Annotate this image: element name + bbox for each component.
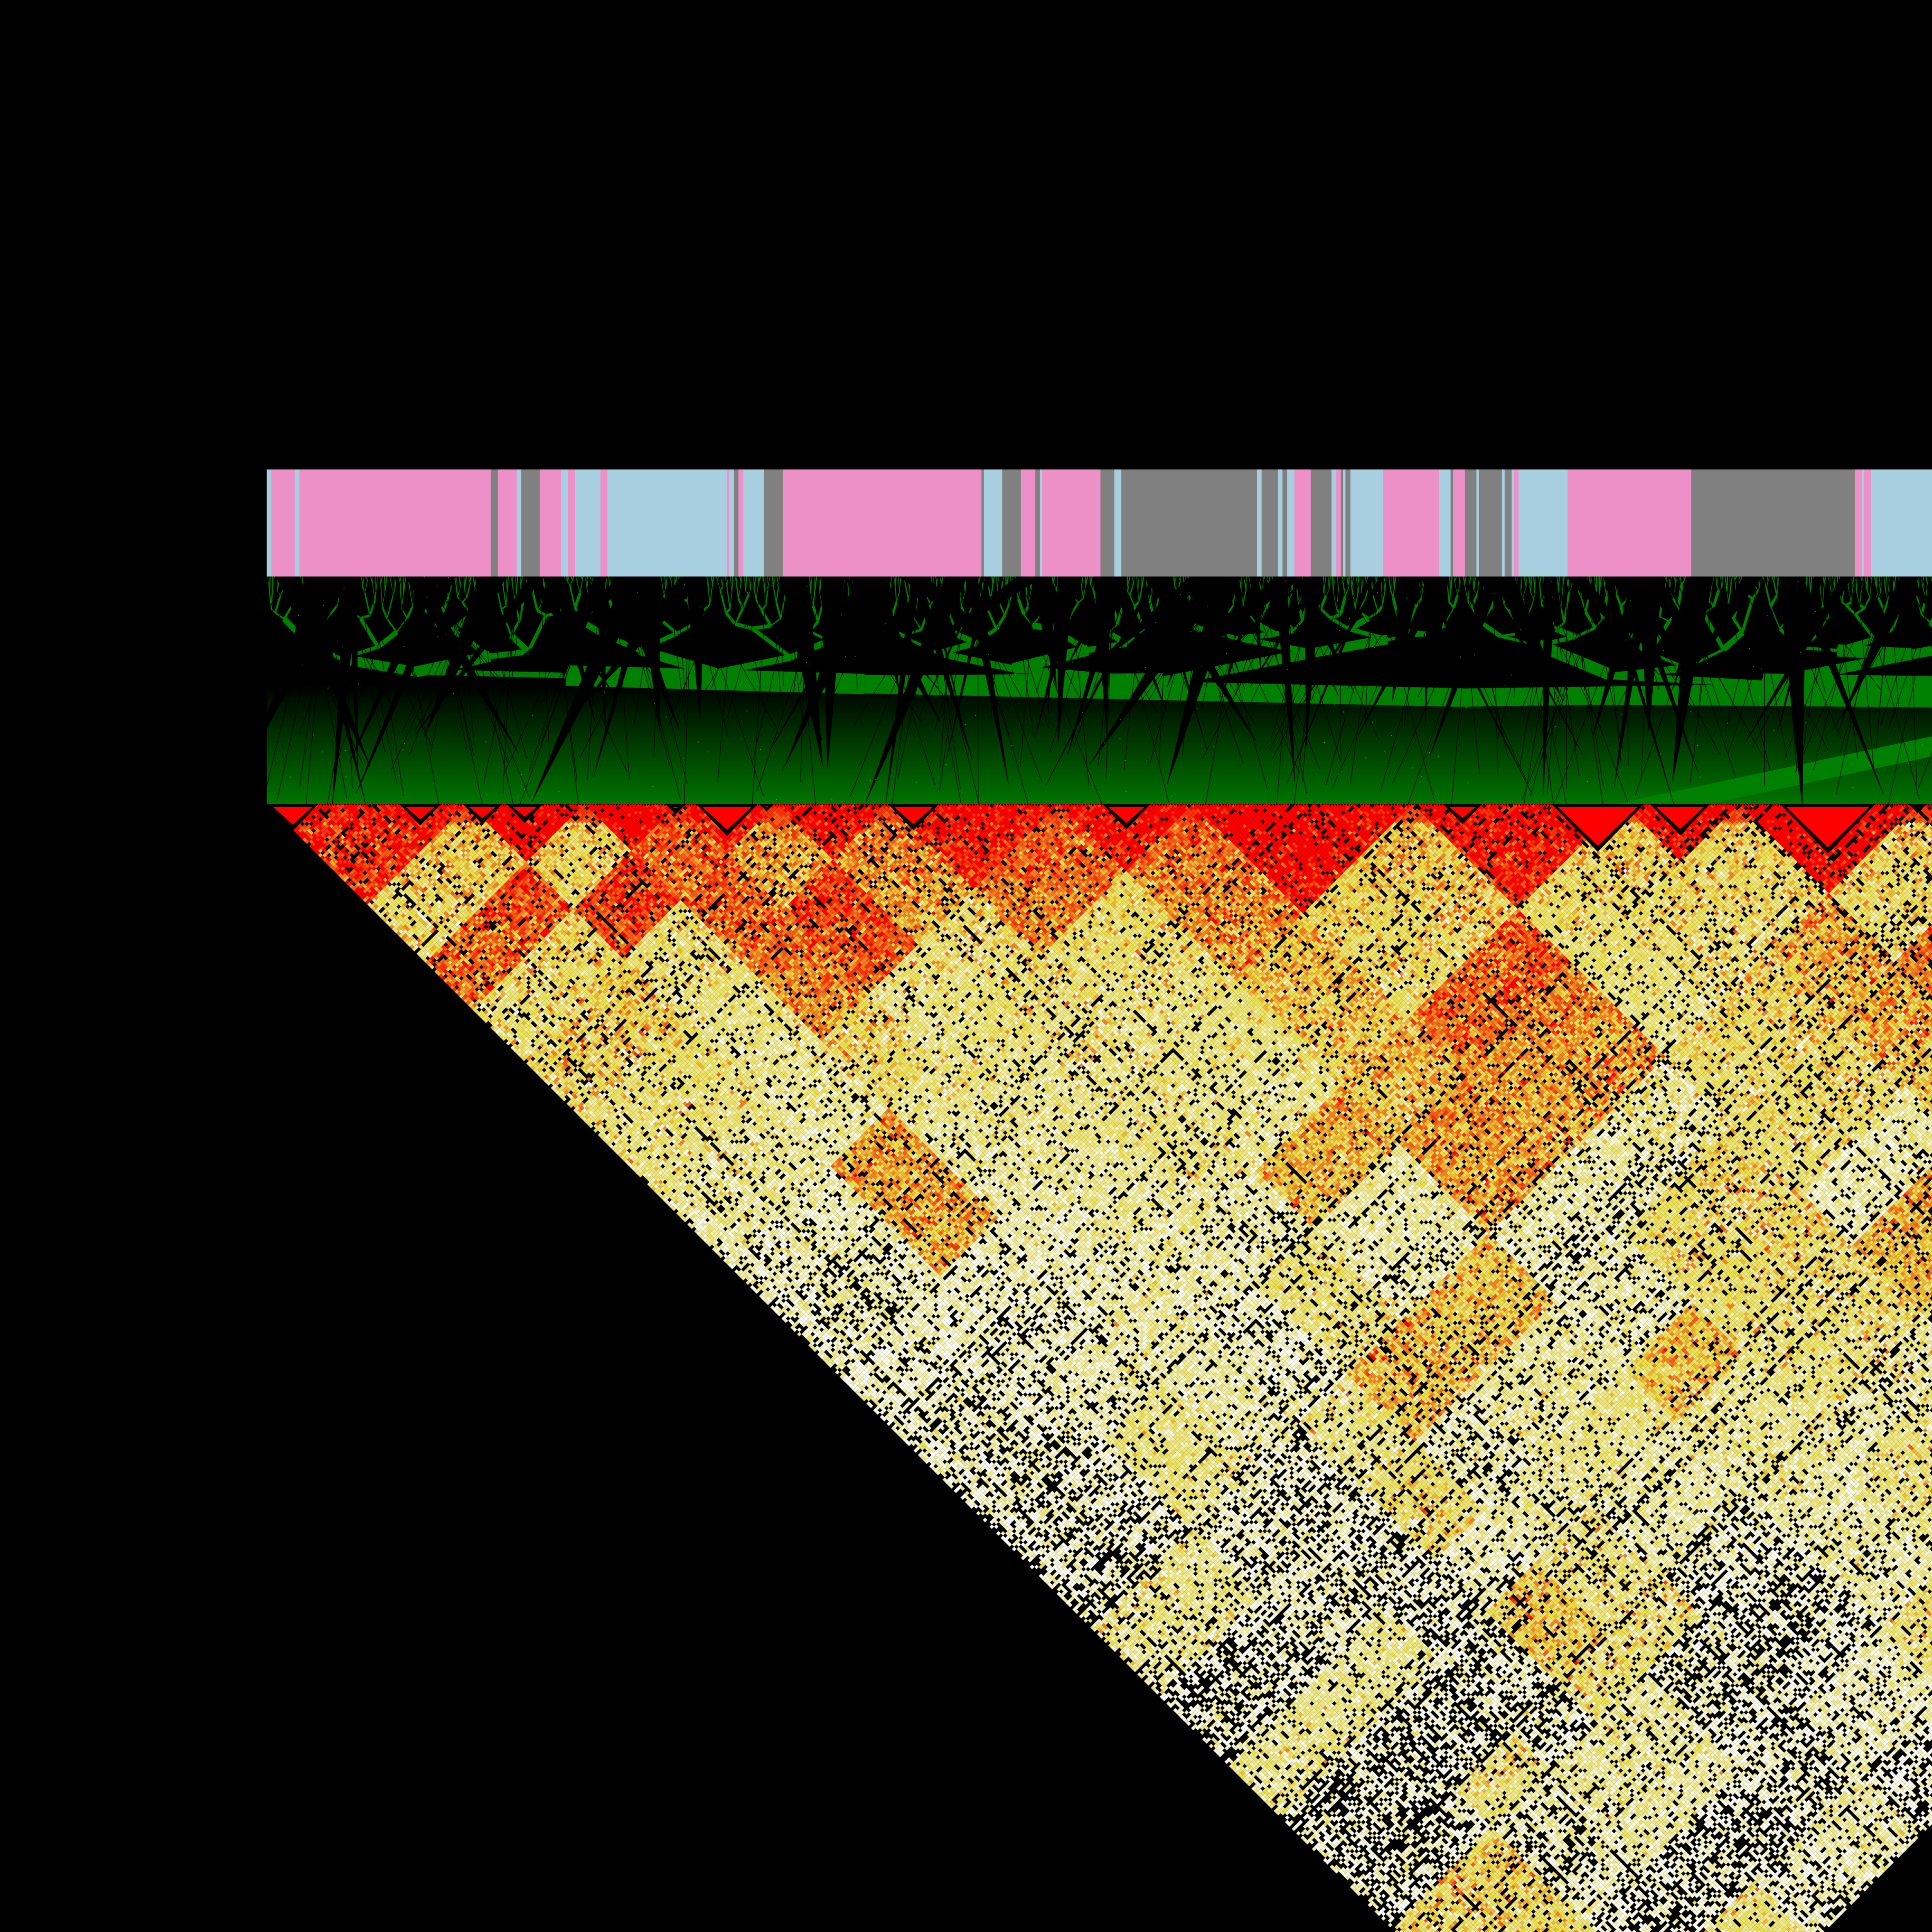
rotated-correlation-heatmap [267,804,1932,1932]
heatmap-canvas [267,804,1932,1932]
hierarchical-clustering-dendrogram [267,577,1932,815]
sample-class-annotation-bar [267,469,1932,577]
dendrogram-canvas [267,577,1932,815]
annotation-bar-canvas [267,469,1932,577]
